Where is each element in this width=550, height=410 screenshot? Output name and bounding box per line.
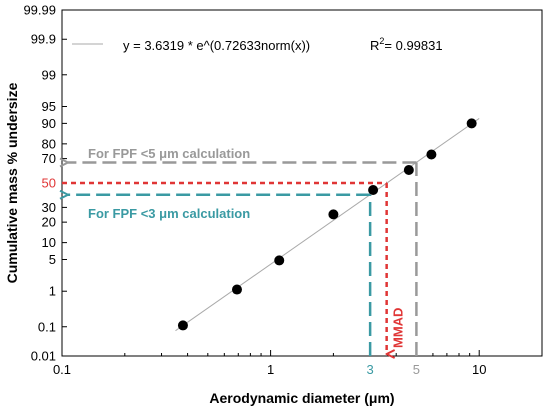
y-tick-label: 0.1 — [38, 319, 56, 334]
x-tick-label-highlight: 3 — [367, 362, 374, 377]
y-tick-label: 99.9 — [31, 32, 56, 47]
data-point — [177, 320, 188, 331]
y-tick-label: 1 — [49, 284, 56, 299]
data-points — [177, 118, 477, 331]
y-tick-label: 20 — [42, 215, 56, 230]
data-point — [231, 284, 242, 295]
y-tick-label: 95 — [42, 99, 56, 114]
fit-equation: y = 3.6319 * e^(0.72633norm(x)) — [123, 38, 310, 53]
x-axis-title: Aerodynamic diameter (μm) — [209, 390, 394, 406]
y-tick-label: 90 — [42, 116, 56, 131]
y-tick-label: 80 — [42, 136, 56, 151]
y-tick-label: 30 — [42, 200, 56, 215]
y-tick-label: 50 — [42, 176, 56, 191]
data-point — [466, 118, 477, 129]
y-axis-title: Cumulative mass % undersize — [4, 82, 20, 283]
mmad-label: MMAD — [391, 308, 406, 348]
annotation-guides — [62, 163, 418, 356]
data-point — [328, 209, 339, 220]
r-squared: R2= 0.99831 — [370, 36, 443, 53]
data-point — [368, 185, 379, 196]
y-tick-label: 5 — [49, 252, 56, 267]
x-axis-ticks: 0.1 1 10 3 5 — [53, 350, 543, 377]
fpf3-label: For FPF <3 μm calculation — [88, 206, 250, 221]
y-tick-label: 0.01 — [31, 349, 56, 364]
fpf5-label: For FPF <5 μm calculation — [88, 146, 250, 161]
x-tick-label-highlight: 5 — [413, 362, 420, 377]
y-tick-label: 99 — [42, 67, 56, 82]
x-tick-label: 0.1 — [53, 362, 71, 377]
x-tick-label: 1 — [267, 362, 274, 377]
x-tick-label: 10 — [472, 362, 486, 377]
data-point — [403, 165, 414, 176]
y-tick-label: 99.99 — [23, 3, 56, 18]
y-tick-label: 70 — [42, 151, 56, 166]
y-tick-label: 10 — [42, 235, 56, 250]
data-point — [274, 255, 285, 266]
data-point — [426, 149, 437, 160]
